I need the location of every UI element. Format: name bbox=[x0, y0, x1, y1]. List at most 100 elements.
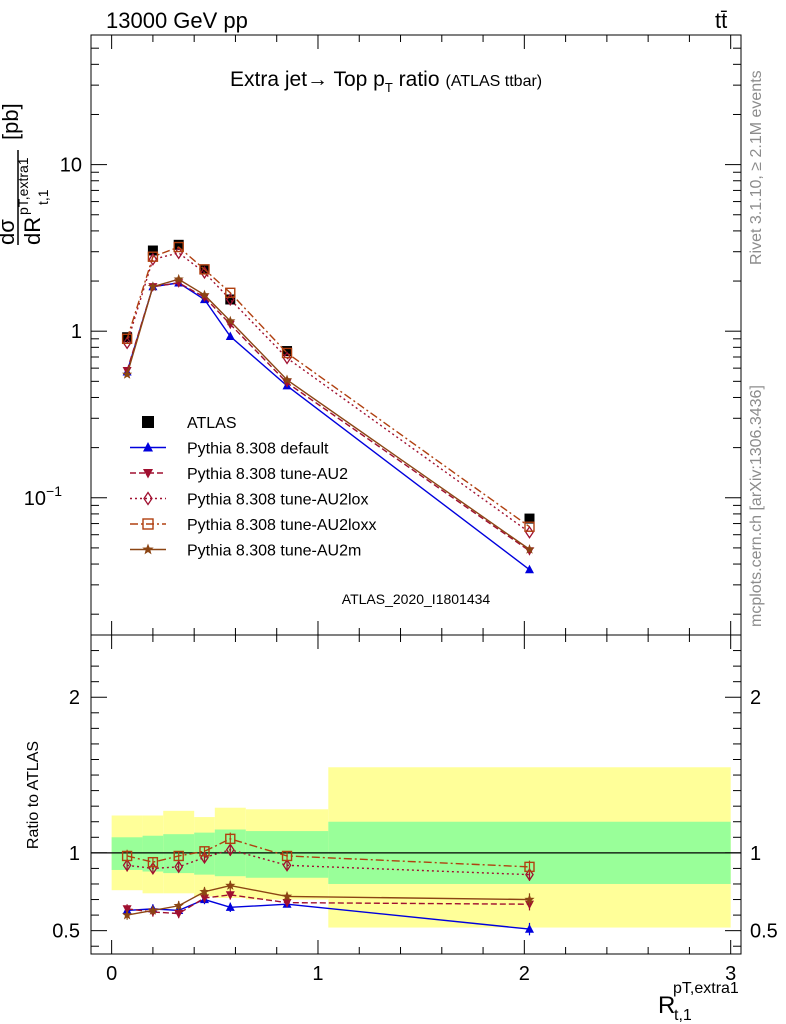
main-point-5-2 bbox=[173, 273, 184, 284]
main-ticks bbox=[91, 34, 741, 635]
process-label: tt̄ bbox=[715, 8, 727, 33]
legend-item-2: Pythia 8.308 tune-AU2 bbox=[130, 466, 348, 483]
main-line-3 bbox=[126, 252, 530, 533]
ratio-point-2-2 bbox=[174, 860, 184, 874]
ratio-point-2-0 bbox=[122, 858, 132, 872]
mcplots-label: mcplots.cern.ch [arXiv:1306.3436] bbox=[748, 385, 765, 627]
main-point-4-5 bbox=[281, 347, 293, 359]
ratio-ytick-label-left: 0.5 bbox=[52, 921, 80, 943]
main-point-2-3 bbox=[199, 293, 209, 303]
ratio-point-3-5 bbox=[281, 850, 293, 862]
legend-marker-1 bbox=[143, 442, 153, 452]
legend-marker-4 bbox=[142, 518, 154, 530]
ratio-point-3-2 bbox=[173, 850, 184, 862]
svg-text:R: R bbox=[658, 992, 675, 1019]
legend-marker-5 bbox=[142, 543, 154, 555]
main-point-4-3 bbox=[199, 264, 210, 275]
legend-item-1: Pythia 8.308 default bbox=[130, 441, 329, 458]
legend-item-3: Pythia 8.308 tune-AU2lox bbox=[130, 491, 368, 509]
ratio-frame bbox=[90, 634, 742, 955]
ratio-xtick-label: 3 bbox=[725, 963, 736, 985]
legend-label-0: ATLAS bbox=[187, 415, 237, 432]
ratio-ytick-label-right: 2 bbox=[750, 687, 761, 709]
ratio-point-1-3 bbox=[199, 894, 209, 903]
main-point-3-5 bbox=[282, 351, 292, 365]
legend-marker-2 bbox=[143, 469, 153, 479]
ratio-point-0-6 bbox=[524, 924, 534, 933]
main-panel: 10−1 1 10 Extra jet→ Top pT ratio (ATLAS tt… bbox=[0, 34, 742, 636]
ratio-xtick-label: 1 bbox=[312, 963, 323, 985]
legend-label-1: Pythia 8.308 default bbox=[187, 441, 329, 458]
ratio-ytick-label-left: 1 bbox=[69, 843, 80, 865]
main-ytick-label: 10 bbox=[60, 155, 82, 177]
svg-text:t,1: t,1 bbox=[35, 189, 51, 205]
ratio-xlabel: R pT,extra1 t,1 bbox=[658, 980, 739, 1024]
main-point-0-5 bbox=[282, 346, 293, 357]
main-point-4-0 bbox=[121, 333, 133, 345]
ratio-point-3-6 bbox=[524, 861, 535, 873]
main-point-0-6 bbox=[524, 513, 535, 524]
ratio-point-3-0 bbox=[121, 850, 133, 862]
legend-label-4: Pythia 8.308 tune-AU2loxx bbox=[187, 517, 376, 534]
ratio-point-2-6 bbox=[525, 868, 534, 882]
ratio-series-3 bbox=[121, 832, 535, 874]
main-point-5-5 bbox=[281, 374, 293, 385]
main-series-4 bbox=[121, 241, 535, 532]
ratio-ticks bbox=[91, 635, 741, 954]
ratio-point-1-4 bbox=[225, 891, 235, 900]
svg-text:dR: dR bbox=[20, 217, 45, 245]
ratio-point-1-5 bbox=[282, 899, 292, 908]
analysis-watermark: ATLAS_2020_I1801434 bbox=[342, 591, 491, 607]
legend-marker-0 bbox=[142, 416, 154, 428]
rivet-version-label: Rivet 3.1.10, ≥ 2.1M events bbox=[748, 70, 765, 265]
svg-text:pT,extra1: pT,extra1 bbox=[673, 980, 739, 997]
ratio-ytick-label-right: 1 bbox=[750, 843, 761, 865]
ratio-series-4 bbox=[122, 880, 535, 920]
legend-item-0: ATLAS bbox=[142, 415, 237, 432]
ratio-point-4-0 bbox=[122, 909, 133, 920]
legend-label-2: Pythia 8.308 tune-AU2 bbox=[187, 466, 348, 483]
main-point-5-6 bbox=[524, 544, 535, 554]
ratio-ytick-label-left: 2 bbox=[69, 687, 80, 709]
main-point-5-3 bbox=[199, 289, 210, 300]
ratio-marks bbox=[91, 767, 741, 936]
ratio-ylabel: Ratio to ATLAS bbox=[25, 741, 42, 849]
svg-text:pT,extra1: pT,extra1 bbox=[15, 157, 31, 215]
main-point-5-4 bbox=[225, 315, 236, 326]
ratio-series-1 bbox=[122, 890, 534, 919]
ratio-point-4-1 bbox=[147, 905, 158, 915]
ratio-ytick-label-right: 0.5 bbox=[750, 921, 778, 943]
svg-text:dσ: dσ bbox=[0, 219, 19, 245]
ratio-xtick-label: 2 bbox=[519, 963, 530, 985]
ratio-point-2-5 bbox=[282, 858, 292, 872]
svg-text:[pb]: [pb] bbox=[0, 103, 23, 140]
legend-item-4: Pythia 8.308 tune-AU2loxx bbox=[130, 517, 376, 534]
main-point-4-6 bbox=[524, 521, 535, 532]
main-point-3-0 bbox=[122, 336, 132, 350]
svg-text:t,1: t,1 bbox=[674, 1007, 692, 1024]
ratio-point-4-6 bbox=[524, 894, 535, 904]
main-point-1-4 bbox=[225, 331, 235, 341]
main-marks bbox=[121, 239, 535, 574]
ratio-point-2-4 bbox=[225, 843, 235, 857]
main-point-0-1 bbox=[147, 245, 158, 256]
main-point-4-1 bbox=[147, 251, 159, 262]
legend-label-5: Pythia 8.308 tune-AU2m bbox=[187, 543, 361, 560]
main-point-0-2 bbox=[173, 239, 184, 250]
main-ytick-labels: 10−1 1 10 bbox=[24, 155, 82, 510]
energy-label: 13000 GeV pp bbox=[106, 8, 248, 33]
legend: ATLAS Pythia 8.308 default Pythia 8.308 tu… bbox=[130, 415, 376, 560]
svg-text:fid: fid bbox=[0, 192, 3, 207]
main-ylabel: dR dσ fid pT,extra1 t,1 [pb] bbox=[0, 103, 51, 245]
ratio-point-0-4 bbox=[225, 902, 235, 911]
main-series-5 bbox=[122, 273, 535, 554]
ratio-point-4-3 bbox=[199, 886, 210, 897]
ratio-point-4-4 bbox=[225, 880, 236, 890]
ratio-point-4-5 bbox=[281, 891, 293, 901]
legend-marker-3 bbox=[143, 491, 153, 506]
main-point-0-4 bbox=[225, 294, 236, 305]
chart-title: Extra jet→ Top pT ratio (ATLAS ttbar) bbox=[230, 68, 542, 95]
ratio-point-3-3 bbox=[199, 846, 210, 857]
legend-item-5: Pythia 8.308 tune-AU2m bbox=[130, 543, 361, 560]
